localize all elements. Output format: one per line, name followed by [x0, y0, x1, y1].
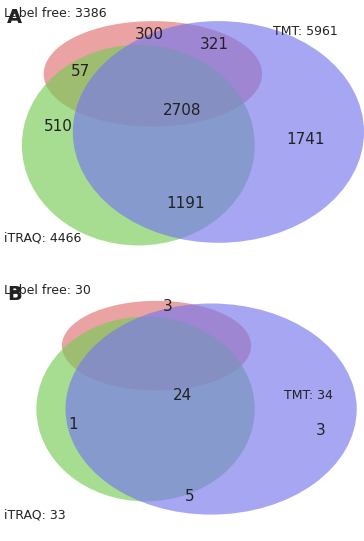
Text: TMT: 5961: TMT: 5961: [273, 25, 338, 38]
Text: 3: 3: [316, 423, 325, 438]
Ellipse shape: [36, 316, 255, 502]
Ellipse shape: [62, 301, 251, 391]
Text: 2708: 2708: [163, 103, 201, 118]
Ellipse shape: [73, 21, 364, 243]
Text: 57: 57: [71, 64, 90, 79]
Text: TMT: 34: TMT: 34: [284, 390, 333, 403]
Text: B: B: [7, 285, 22, 304]
Ellipse shape: [66, 304, 357, 514]
Text: 321: 321: [200, 37, 229, 52]
Text: iTRAQ: 33: iTRAQ: 33: [4, 508, 65, 521]
Text: Label free: 30: Label free: 30: [4, 284, 91, 297]
Ellipse shape: [22, 45, 255, 246]
Text: 1741: 1741: [286, 133, 325, 147]
Text: 5: 5: [185, 489, 194, 504]
Text: A: A: [7, 8, 23, 27]
Text: 24: 24: [173, 388, 191, 404]
Text: 1191: 1191: [166, 196, 205, 210]
Text: 510: 510: [44, 119, 73, 134]
Text: Label free: 3386: Label free: 3386: [4, 6, 106, 19]
Text: 3: 3: [163, 299, 172, 314]
Text: iTRAQ: 4466: iTRAQ: 4466: [4, 231, 81, 244]
Text: 300: 300: [135, 27, 164, 42]
Text: 1: 1: [68, 418, 78, 432]
Ellipse shape: [44, 21, 262, 127]
